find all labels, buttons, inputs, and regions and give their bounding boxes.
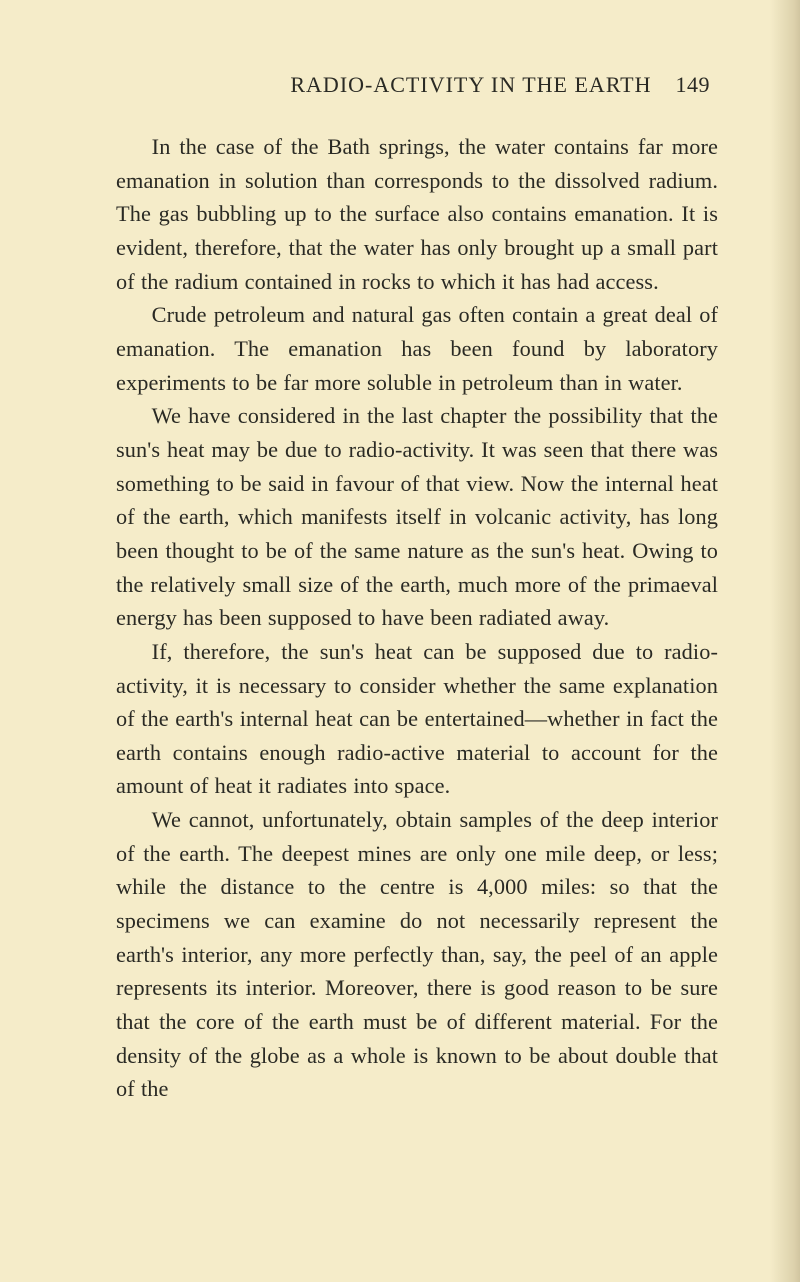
paragraph: If, therefore, the sun's heat can be sup… [116, 635, 718, 803]
running-head: RADIO-ACTIVITY IN THE EARTH 149 [116, 72, 718, 98]
paragraph: Crude petroleum and natural gas often co… [116, 298, 718, 399]
paragraph: We cannot, unfortunately, obtain samples… [116, 803, 718, 1106]
paragraph: We have considered in the last chapter t… [116, 399, 718, 635]
page-number: 149 [676, 72, 711, 98]
body-text: In the case of the Bath springs, the wat… [116, 130, 718, 1106]
book-page: RADIO-ACTIVITY IN THE EARTH 149 In the c… [0, 0, 800, 1282]
chapter-title: RADIO-ACTIVITY IN THE EARTH [290, 72, 651, 98]
paragraph: In the case of the Bath springs, the wat… [116, 130, 718, 298]
